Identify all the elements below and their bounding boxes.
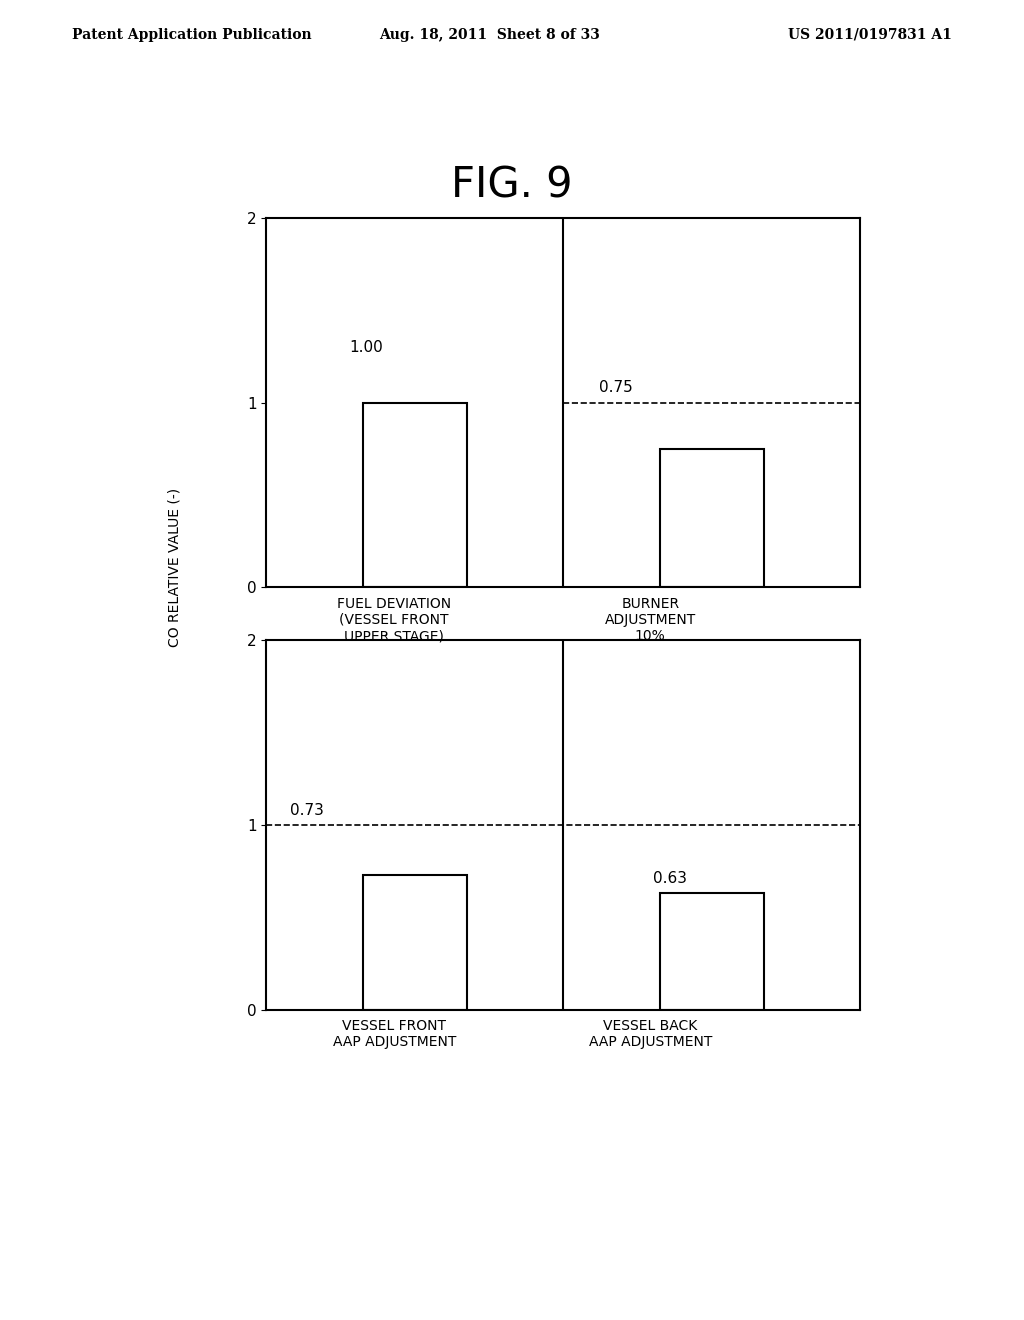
Text: 0.63: 0.63 <box>653 871 687 886</box>
Text: VESSEL BACK
AAP ADJUSTMENT: VESSEL BACK AAP ADJUSTMENT <box>589 1019 712 1049</box>
Text: US 2011/0197831 A1: US 2011/0197831 A1 <box>788 28 952 42</box>
Bar <box>659 449 764 587</box>
Bar <box>362 875 467 1010</box>
Text: Aug. 18, 2011  Sheet 8 of 33: Aug. 18, 2011 Sheet 8 of 33 <box>379 28 600 42</box>
Text: 1.00: 1.00 <box>349 339 383 355</box>
Text: VESSEL FRONT
AAP ADJUSTMENT: VESSEL FRONT AAP ADJUSTMENT <box>333 1019 456 1049</box>
Text: FUEL DEVIATION
(VESSEL FRONT
UPPER STAGE): FUEL DEVIATION (VESSEL FRONT UPPER STAGE… <box>337 597 452 643</box>
Bar <box>362 403 467 587</box>
Text: Patent Application Publication: Patent Application Publication <box>72 28 311 42</box>
Bar <box>659 894 764 1010</box>
Text: BURNER
ADJUSTMENT
10%: BURNER ADJUSTMENT 10% <box>604 597 696 643</box>
Text: 0.75: 0.75 <box>599 380 633 395</box>
Text: 0.73: 0.73 <box>290 803 324 817</box>
Text: CO RELATIVE VALUE (-): CO RELATIVE VALUE (-) <box>167 488 181 647</box>
Text: FIG. 9: FIG. 9 <box>452 165 572 207</box>
